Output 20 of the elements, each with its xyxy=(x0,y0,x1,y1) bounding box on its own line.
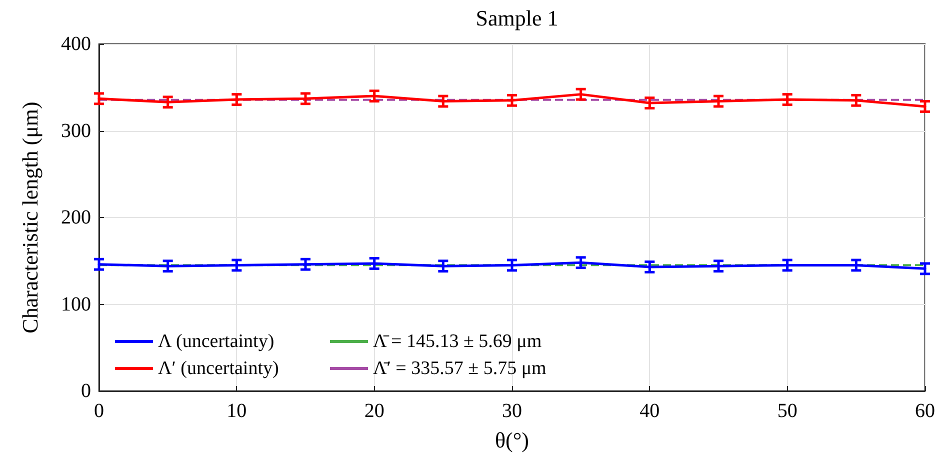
chart-title: Sample 1 xyxy=(476,6,558,30)
x-axis-title: θ(°) xyxy=(495,428,529,452)
legend-label: Λ (uncertainty) xyxy=(158,331,274,352)
legend-label: Λ̄ = 145.13 ± 5.69 μm xyxy=(373,331,542,352)
y-axis-title: Characteristic length (μm) xyxy=(18,102,42,334)
legend-label: Λ′ (uncertainty) xyxy=(158,358,279,379)
y-tick-label: 200 xyxy=(61,206,91,228)
x-tick-label: 20 xyxy=(364,400,384,422)
line-series xyxy=(98,261,926,270)
x-tick-label: 30 xyxy=(502,400,522,422)
x-tick-label: 10 xyxy=(226,400,247,422)
legend-label: Λ̄′ = 335.57 ± 5.75 μm xyxy=(373,358,547,379)
y-tick-label: 300 xyxy=(61,120,91,142)
y-tick-label: 0 xyxy=(81,380,91,402)
x-tick-label: 60 xyxy=(915,400,935,422)
x-tick-label: 40 xyxy=(640,400,660,422)
y-tick-label: 400 xyxy=(61,33,91,55)
line-series xyxy=(98,93,926,108)
x-tick-label: 50 xyxy=(777,400,798,422)
y-tick-label: 100 xyxy=(61,293,91,316)
